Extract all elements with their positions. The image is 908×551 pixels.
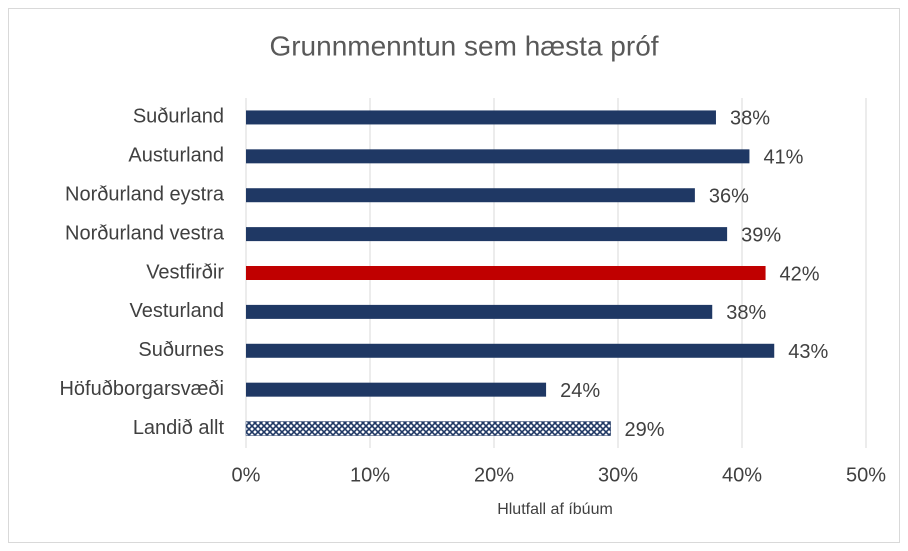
x-tick-label: 20% <box>474 464 514 486</box>
x-tick-label: 30% <box>598 464 638 486</box>
y-tick-label: Landið allt <box>133 417 225 439</box>
bar <box>246 149 750 164</box>
x-tick-label: 10% <box>350 464 390 486</box>
y-tick-label: Norðurland eystra <box>65 184 225 206</box>
bar <box>246 227 728 242</box>
data-label: 43% <box>788 341 828 363</box>
bar <box>246 266 766 280</box>
data-label: 36% <box>709 186 749 208</box>
y-tick-label: Höfuðborgarsvæði <box>59 378 224 400</box>
chart-title: Grunnmenntun sem hæsta próf <box>269 30 658 61</box>
y-tick-label: Suðurland <box>133 106 224 128</box>
y-tick-label: Austurland <box>128 145 224 167</box>
bar <box>246 382 547 397</box>
y-tick-label: Suðurnes <box>138 339 224 361</box>
data-label: 39% <box>741 224 781 246</box>
y-tick-label: Norðurland vestra <box>65 222 225 244</box>
y-tick-label: Vesturland <box>129 300 224 322</box>
bar <box>246 110 716 125</box>
data-label: 41% <box>763 147 803 169</box>
bar <box>246 343 775 358</box>
x-tick-label: 40% <box>722 464 762 486</box>
bar <box>245 421 611 436</box>
x-tick-label: 50% <box>846 464 886 486</box>
data-label: 24% <box>560 380 600 402</box>
data-label: 38% <box>730 108 770 130</box>
data-label: 42% <box>780 263 820 285</box>
x-axis-label: Hlutfall af íbúum <box>497 501 613 518</box>
bar <box>246 188 695 203</box>
data-label: 29% <box>625 419 665 441</box>
bar <box>246 304 713 319</box>
y-tick-label: Vestfirðir <box>146 261 224 283</box>
x-tick-label: 0% <box>232 464 261 486</box>
chart-border <box>8 8 900 543</box>
data-label: 38% <box>726 302 766 324</box>
